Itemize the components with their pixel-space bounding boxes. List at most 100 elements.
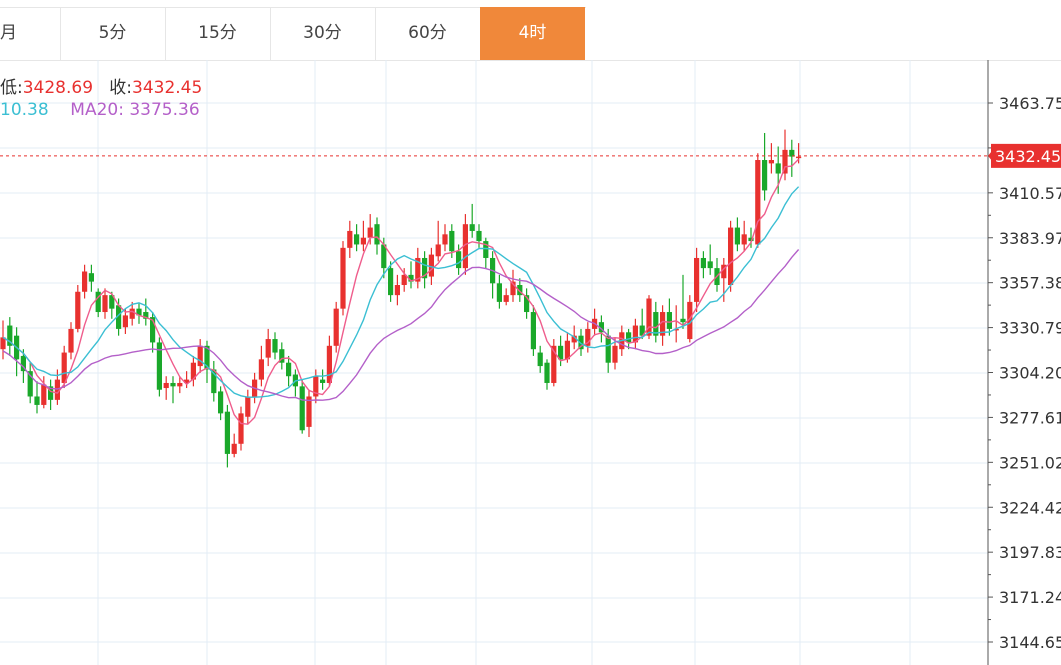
candle-down: [578, 335, 584, 350]
candle-down: [320, 379, 326, 383]
candle-up: [571, 335, 577, 343]
candle-down: [156, 342, 162, 390]
candle-up: [428, 254, 434, 277]
candle-down: [700, 257, 706, 269]
candle-up: [82, 271, 88, 292]
candle-down: [762, 160, 768, 191]
y-axis-tick-label: 3304.20: [999, 364, 1061, 383]
candle-up: [129, 308, 135, 319]
y-axis-tick-label: 3251.02: [999, 453, 1061, 472]
candle-down: [88, 273, 94, 282]
candle-up: [782, 149, 788, 174]
candle-down: [626, 332, 632, 343]
candle-down: [483, 241, 489, 258]
tab-5min[interactable]: 5分: [60, 7, 166, 60]
candle-up: [197, 345, 203, 367]
candle-up: [435, 244, 441, 257]
candle-down: [286, 362, 292, 377]
candle-up: [258, 359, 264, 380]
candle-up: [796, 156, 802, 159]
candlestick-chart: 3463.75 3410.57 3383.97 3357.38 3330.79 3304.…: [0, 60, 1061, 665]
candle-up: [75, 291, 81, 329]
current-price-label: 3432.45: [995, 147, 1061, 166]
tab-60min[interactable]: 60分: [375, 7, 481, 60]
y-axis-tick-label: 3330.79: [999, 319, 1061, 338]
candle-up: [265, 339, 271, 358]
tab-month[interactable]: 月: [0, 7, 61, 60]
candle-down: [48, 386, 54, 400]
candle-up: [415, 257, 421, 282]
ma20-value: 3375.36: [129, 100, 200, 120]
y-axis-tick-label: 3410.57: [999, 184, 1061, 203]
y-axis-tick-label: 3277.61: [999, 408, 1061, 427]
candle-up: [564, 340, 570, 360]
candle-down: [34, 396, 40, 405]
candle-down: [775, 163, 781, 174]
candle-up: [122, 315, 128, 328]
candle-up: [102, 295, 108, 313]
low-value: 3428.69: [22, 78, 94, 98]
candle-down: [598, 322, 604, 333]
tab-15min[interactable]: 15分: [165, 7, 271, 60]
candle-up: [768, 160, 774, 164]
y-axis-tick-label: 3224.42: [999, 498, 1061, 517]
candle-down: [456, 251, 462, 269]
candle-up: [632, 325, 638, 343]
candle-up: [41, 384, 47, 405]
ma20-label: MA20:: [70, 100, 124, 120]
candle-up: [585, 328, 591, 346]
candle-up: [510, 281, 516, 296]
candle-down: [136, 308, 142, 316]
candle-down: [469, 224, 475, 231]
candle-down: [109, 295, 115, 309]
legend-row-ohlc: 低:3428.69 收:3432.45: [0, 73, 202, 98]
candle-down: [789, 149, 795, 157]
candle-up: [360, 237, 366, 245]
candle-down: [143, 312, 149, 319]
ma10-value: 10.38: [0, 100, 49, 120]
candle-down: [381, 244, 387, 269]
candle-down: [224, 411, 230, 454]
tab-top-border: [0, 7, 586, 8]
candle-up: [231, 443, 237, 454]
current-price-tag: [991, 143, 1061, 168]
candle-down: [707, 261, 713, 269]
close-label: 收:: [109, 78, 132, 98]
candle-down: [653, 312, 659, 336]
candle-up: [61, 352, 67, 383]
candle-down: [544, 362, 550, 383]
candle-down: [517, 285, 523, 296]
candle-up: [721, 264, 727, 279]
candle-up: [333, 308, 339, 346]
candle-up: [68, 328, 74, 353]
candle-down: [211, 369, 217, 394]
tab-30min[interactable]: 30分: [270, 7, 376, 60]
candle-up: [442, 234, 448, 245]
candle-up: [462, 224, 468, 269]
tab-4hour[interactable]: 4时: [480, 7, 585, 60]
y-axis-tick-label: 3171.24: [999, 588, 1061, 607]
candle-down: [279, 349, 285, 363]
candle-up: [245, 396, 251, 417]
ma10-line: [2, 186, 800, 398]
candle-down: [218, 391, 224, 414]
candle-up: [347, 230, 353, 248]
candle-up: [367, 227, 373, 238]
candle-up: [313, 376, 319, 397]
candle-up: [177, 382, 183, 387]
candle-up: [646, 298, 652, 336]
candle-down: [666, 312, 672, 329]
candle-up: [340, 247, 346, 309]
legend-row-ma: 10.38 MA20: 3375.36: [0, 100, 200, 120]
candle-up: [0, 337, 6, 350]
candle-down: [734, 227, 740, 245]
candle-down: [150, 317, 156, 343]
candle-down: [354, 234, 360, 245]
candle-down: [7, 325, 13, 346]
candle-up: [551, 345, 557, 383]
candle-up: [687, 301, 693, 340]
candle-down: [204, 345, 210, 370]
candle-down: [449, 230, 455, 252]
y-axis-tick-label: 3144.65: [999, 633, 1061, 652]
candle-up: [190, 362, 196, 380]
